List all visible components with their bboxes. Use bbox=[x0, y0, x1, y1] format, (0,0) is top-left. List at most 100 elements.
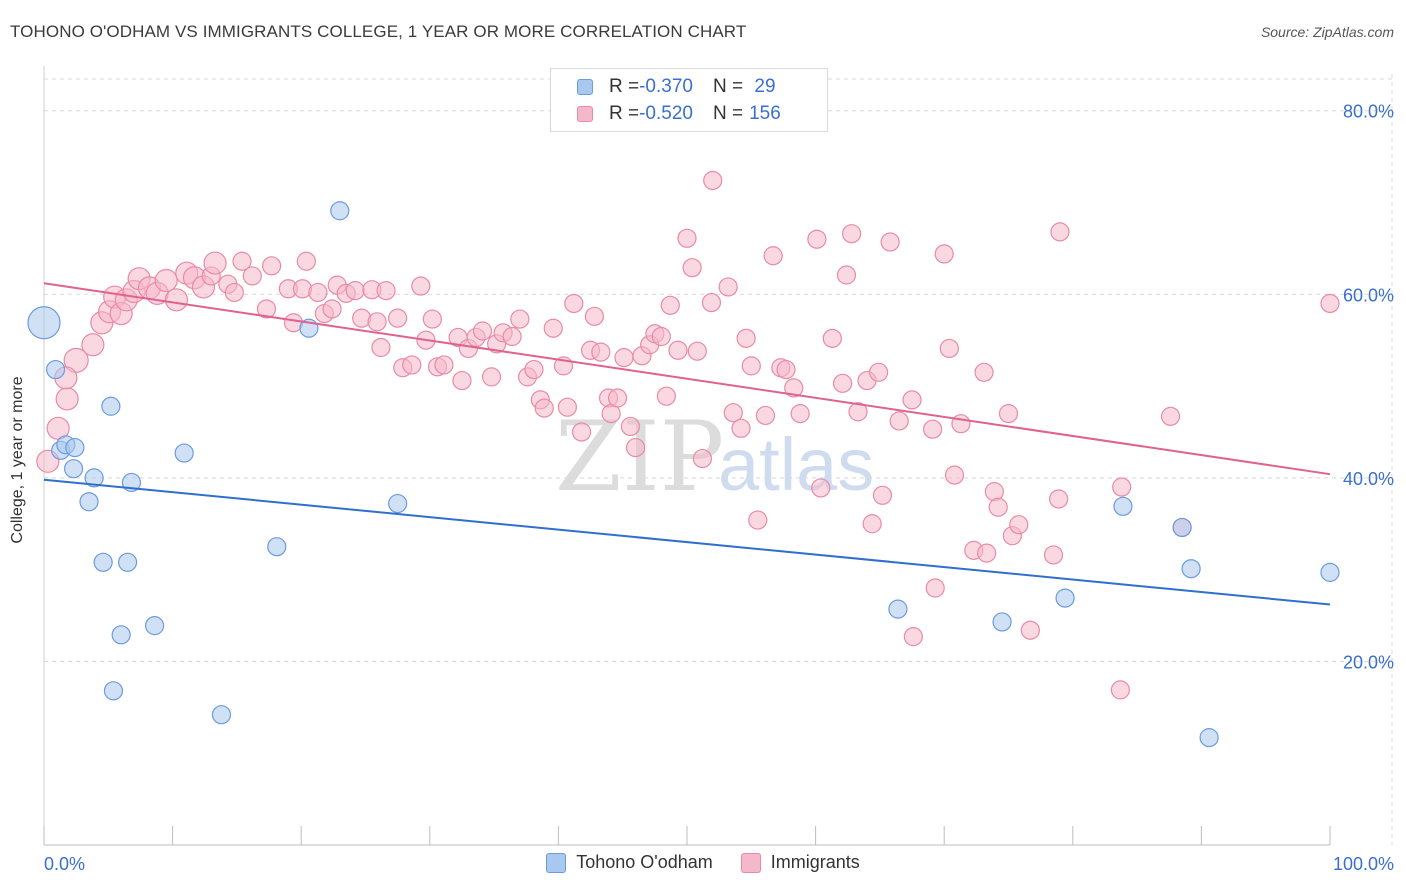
point-immigrants bbox=[842, 224, 862, 244]
point-immigrants bbox=[692, 448, 713, 469]
point-immigrants bbox=[736, 328, 756, 348]
point-immigrants bbox=[660, 295, 680, 315]
legend-item-tohono: Tohono O'odham bbox=[546, 852, 713, 873]
point-tohono bbox=[888, 599, 908, 619]
point-tohono bbox=[79, 492, 99, 512]
point-tohono bbox=[63, 459, 84, 479]
legend-n-value: 156 bbox=[749, 103, 781, 124]
point-tohono bbox=[211, 705, 232, 725]
point-immigrants bbox=[154, 268, 178, 293]
grid-layer bbox=[44, 74, 1393, 845]
point-immigrants bbox=[81, 333, 105, 357]
y-tick-label: 60.0% bbox=[1343, 285, 1394, 305]
point-immigrants bbox=[411, 276, 431, 296]
legend-swatch-blue bbox=[577, 79, 593, 95]
point-immigrants bbox=[1020, 620, 1040, 640]
point-immigrants bbox=[296, 251, 316, 271]
legend-swatch-pink bbox=[577, 106, 593, 122]
point-immigrants bbox=[164, 288, 189, 312]
points-layer bbox=[27, 170, 1340, 748]
point-immigrants bbox=[833, 373, 853, 393]
point-immigrants bbox=[591, 342, 611, 362]
point-immigrants bbox=[376, 281, 396, 301]
point-tohono bbox=[1113, 496, 1133, 516]
legend-swatch-blue bbox=[546, 852, 567, 873]
point-immigrants bbox=[434, 355, 454, 375]
legend-swatch-pink bbox=[740, 852, 761, 873]
point-immigrants bbox=[939, 338, 959, 359]
point-immigrants bbox=[848, 402, 868, 422]
point-immigrants bbox=[703, 170, 723, 191]
point-immigrants bbox=[55, 387, 79, 411]
tick-labels: 20.0% 40.0% 60.0% 80.0% 0.0% 100.0% bbox=[44, 102, 1394, 874]
point-immigrants bbox=[988, 497, 1008, 517]
point-immigrants bbox=[402, 355, 422, 375]
point-immigrants bbox=[902, 390, 922, 410]
trendline-tohono bbox=[43, 478, 1331, 606]
point-immigrants bbox=[242, 266, 262, 286]
point-immigrants bbox=[345, 281, 365, 301]
trend-layer bbox=[43, 282, 1331, 606]
point-immigrants bbox=[557, 397, 578, 417]
point-immigrants bbox=[224, 282, 244, 303]
point-immigrants bbox=[472, 321, 493, 341]
point-immigrants bbox=[668, 340, 688, 360]
point-tohono bbox=[1320, 562, 1340, 582]
point-immigrants bbox=[452, 370, 472, 391]
legend-n-value: 29 bbox=[749, 76, 776, 97]
legend-row-tohono: R = -0.370 N = 29 bbox=[577, 75, 776, 99]
point-tohono bbox=[144, 616, 165, 636]
point-immigrants bbox=[784, 378, 804, 398]
point-immigrants bbox=[934, 244, 954, 264]
point-immigrants bbox=[232, 251, 252, 271]
point-tohono bbox=[111, 625, 131, 645]
point-tohono bbox=[992, 612, 1012, 632]
point-immigrants bbox=[543, 318, 563, 338]
point-immigrants bbox=[1110, 680, 1130, 700]
point-immigrants bbox=[524, 359, 544, 380]
point-tohono bbox=[117, 552, 138, 572]
y-tick-label: 40.0% bbox=[1343, 469, 1394, 489]
point-immigrants bbox=[731, 418, 751, 438]
x-tick-label: 0.0% bbox=[44, 854, 85, 874]
legend-item-label: Immigrants bbox=[770, 852, 860, 872]
point-immigrants bbox=[1049, 489, 1069, 509]
point-tohono bbox=[174, 443, 194, 463]
point-tohono bbox=[330, 201, 350, 221]
point-immigrants bbox=[308, 282, 328, 303]
legend-n-label: N = bbox=[712, 103, 744, 124]
legend-row-immigrants: R = -0.520 N = 156 bbox=[577, 102, 781, 126]
chart-source: Source: ZipAtlas.com bbox=[1260, 24, 1394, 40]
point-immigrants bbox=[925, 578, 945, 598]
point-immigrants bbox=[763, 246, 783, 266]
legend-n-label: N = bbox=[712, 76, 744, 97]
legend-r-label: R = bbox=[609, 103, 640, 124]
point-immigrants bbox=[367, 312, 387, 332]
point-immigrants bbox=[755, 405, 776, 426]
point-immigrants bbox=[620, 416, 641, 437]
series-legend: Tohono O'odham Immigrants bbox=[0, 852, 1406, 873]
point-immigrants bbox=[656, 386, 677, 406]
point-immigrants bbox=[889, 411, 909, 431]
point-tohono bbox=[388, 493, 408, 514]
point-immigrants bbox=[718, 277, 738, 297]
point-immigrants bbox=[951, 414, 971, 434]
point-tohono bbox=[65, 437, 85, 458]
point-immigrants bbox=[571, 422, 592, 442]
point-immigrants bbox=[584, 306, 605, 326]
x-tick-label: 100.0% bbox=[1333, 854, 1394, 874]
point-immigrants bbox=[510, 309, 530, 329]
trendline-immigrants bbox=[43, 282, 1331, 476]
point-immigrants bbox=[998, 404, 1019, 424]
point-immigrants bbox=[63, 347, 89, 373]
y-tick-label: 80.0% bbox=[1343, 102, 1394, 122]
point-immigrants bbox=[1050, 222, 1070, 242]
point-immigrants bbox=[256, 299, 277, 319]
point-immigrants bbox=[984, 482, 1004, 502]
point-immigrants bbox=[1160, 406, 1181, 426]
point-immigrants bbox=[502, 326, 522, 347]
point-immigrants bbox=[677, 228, 697, 248]
legend-r-value: -0.520 bbox=[639, 103, 693, 124]
point-immigrants bbox=[1320, 293, 1340, 314]
point-immigrants bbox=[862, 514, 882, 534]
